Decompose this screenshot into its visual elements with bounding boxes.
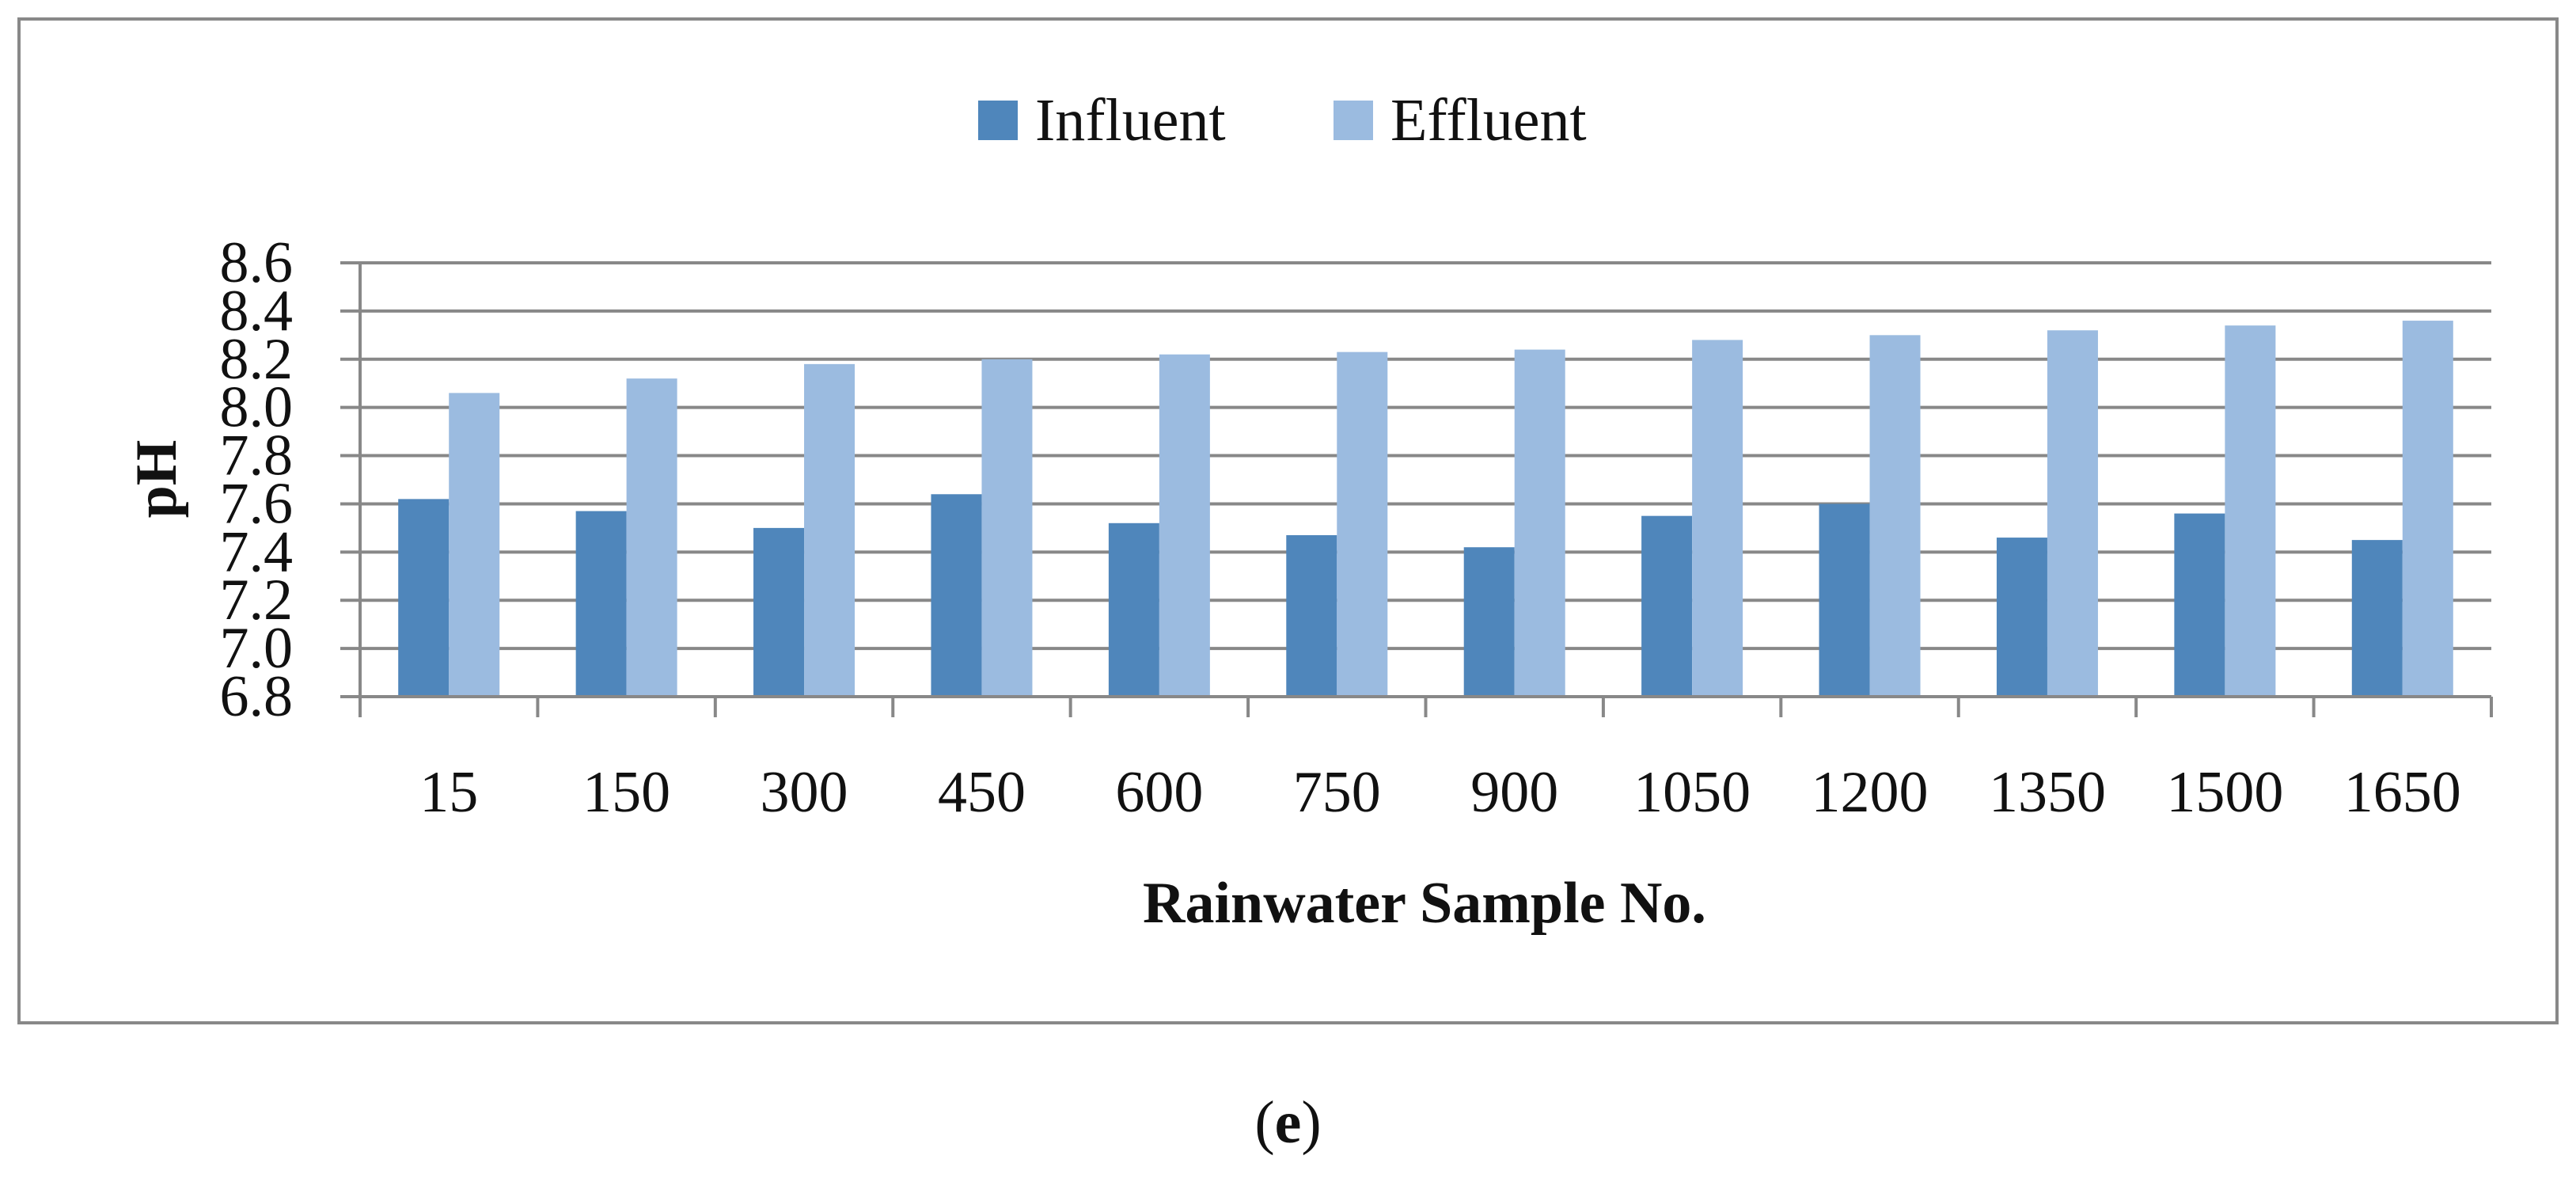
bar-influent <box>1108 522 1159 697</box>
bar-influent <box>1463 547 1515 697</box>
bar-effluent <box>2402 321 2453 697</box>
legend: Influent Effluent <box>978 87 1587 154</box>
x-tick-label: 1650 <box>2344 760 2461 825</box>
y-axis-title: pH <box>124 440 189 519</box>
legend-swatch-influent <box>978 101 1018 140</box>
bar-effluent <box>626 378 677 697</box>
x-tick-label: 1050 <box>1633 760 1751 825</box>
legend-label-effluent: Effluent <box>1390 87 1587 154</box>
bar-influent <box>1286 535 1337 697</box>
legend-label-influent: Influent <box>1035 87 1226 154</box>
y-tick-label: 6.8 <box>220 664 294 729</box>
bar-effluent <box>1692 340 1743 697</box>
y-tick-label: 7.4 <box>220 519 294 584</box>
bar-effluent <box>2225 325 2276 697</box>
caption-close: ) <box>1301 1089 1322 1156</box>
bar-effluent <box>1159 354 1210 697</box>
x-tick-label: 300 <box>761 760 848 825</box>
axes <box>359 263 2493 717</box>
y-tick-label: 8.0 <box>220 375 294 440</box>
bar-influent <box>1819 504 1870 697</box>
figure-caption: (e) <box>0 1089 2576 1157</box>
y-tick-labels: 6.87.07.27.47.67.88.08.28.48.6 <box>220 230 294 729</box>
bar-influent <box>753 527 805 697</box>
bar-effluent <box>2047 330 2098 697</box>
x-tick-label: 750 <box>1293 760 1381 825</box>
bars <box>398 321 2453 697</box>
bar-influent <box>398 499 450 697</box>
x-tick-label: 600 <box>1115 760 1203 825</box>
bar-effluent <box>981 359 1033 697</box>
bar-effluent <box>804 363 856 697</box>
y-tick-label: 8.6 <box>220 230 294 295</box>
y-tick-label: 7.6 <box>220 471 294 536</box>
x-tick-label: 1500 <box>2166 760 2283 825</box>
caption-open: ( <box>1254 1089 1275 1156</box>
x-tick-label: 15 <box>419 760 478 825</box>
y-tick-label: 8.4 <box>220 279 294 344</box>
y-tick-label: 7.8 <box>220 424 294 488</box>
bar-influent <box>1996 538 2047 697</box>
caption-letter: e <box>1274 1089 1302 1156</box>
x-tick-labels: 15 150 300 450 600 750 900 1050 1200 1350 1500 1650 <box>419 760 2461 825</box>
x-tick-label: 450 <box>938 760 1026 825</box>
x-tick-label: 900 <box>1470 760 1558 825</box>
bar-effluent <box>1869 335 1921 697</box>
y-tick-label: 7.2 <box>220 568 294 633</box>
x-tick-label: 150 <box>582 760 670 825</box>
x-tick-label: 1200 <box>1812 760 1929 825</box>
bar-effluent <box>1337 352 1388 697</box>
bar-influent <box>2174 513 2225 697</box>
x-tick-label: 1350 <box>1989 760 2106 825</box>
bar-effluent <box>449 393 500 697</box>
bar-effluent <box>1514 349 1565 697</box>
bar-influent <box>575 511 627 697</box>
y-tick-label: 8.2 <box>220 327 294 392</box>
legend-swatch-effluent <box>1334 101 1373 140</box>
bar-influent <box>1641 515 1693 697</box>
x-axis-title: Rainwater Sample No. <box>1143 871 1706 936</box>
bar-influent <box>931 494 982 697</box>
y-tick-label: 7.0 <box>220 616 294 681</box>
bar-influent <box>2351 540 2403 697</box>
